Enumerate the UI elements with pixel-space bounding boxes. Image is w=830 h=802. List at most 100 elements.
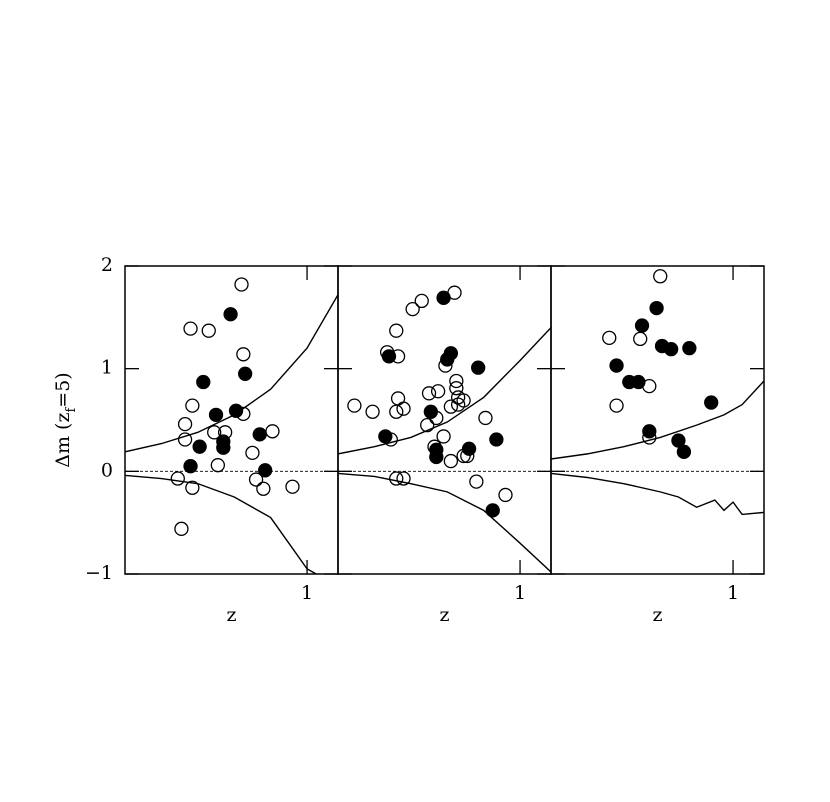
curve [125,294,338,453]
filled-point [238,366,253,381]
filled-point [423,404,438,419]
panel: −1 0 1 2 1 z Δm (zf=5) [52,254,339,626]
plot-frame [337,265,552,575]
open-point [177,416,193,432]
open-point [389,471,404,486]
x-axis-label: z [439,604,449,626]
y-tick-label: −1 [85,562,113,584]
x-tick-label: 1 [514,582,526,604]
open-point [365,404,380,419]
open-point [405,301,420,317]
filled-point [258,463,273,478]
open-point [248,472,264,487]
filled-point [208,407,224,423]
plot-area [551,269,764,516]
curve [551,472,764,516]
curve [125,474,317,574]
filled-point [216,440,231,455]
filled-point [436,290,451,305]
open-point [185,480,200,495]
open-point [420,417,435,433]
open-point [389,404,404,419]
curve [551,380,764,460]
filled-point [192,439,207,454]
open-point [633,331,648,347]
filled-point [378,429,393,444]
open-point [451,390,466,405]
filled-point [183,459,198,474]
y-axis-label-part: =5) [52,372,74,407]
open-point [469,474,484,489]
filled-point [634,318,650,333]
open-point [443,453,459,469]
x-axis-label: z [226,604,236,626]
open-point [430,384,446,399]
open-point [389,323,404,338]
filled-point [471,360,486,375]
curve [338,327,551,455]
open-point [265,424,280,439]
panel: 1z [550,265,765,626]
filled-point [381,349,397,364]
filled-point [631,374,646,390]
filled-point [485,503,500,518]
filled-point [489,432,504,447]
open-point [207,425,222,440]
open-point [449,381,464,396]
y-axis-label-part: Δm (z [52,413,74,468]
open-point [234,277,249,292]
x-tick-label: 1 [301,582,313,604]
open-point [177,432,193,447]
filled-point [676,444,692,459]
open-point [436,429,451,444]
plot-frame [550,265,765,575]
y-axis-label: Δm (zf=5) [52,372,79,467]
open-point [390,391,406,406]
open-point [602,330,617,346]
open-point [347,398,362,413]
filled-point [671,433,686,448]
filled-point [664,342,679,357]
open-point [653,269,668,284]
open-point [236,347,251,362]
open-point [609,398,624,413]
y-tick-label: 0 [101,459,113,481]
y-tick-label: 2 [101,254,113,276]
filled-point [461,441,477,456]
open-point [443,399,459,414]
open-point [449,373,464,389]
filled-point [649,300,664,316]
open-point [285,479,300,494]
y-tick-label: 1 [101,357,113,379]
open-point [256,481,271,496]
x-axis-label: z [652,604,662,626]
filled-point [609,358,624,373]
open-point [396,401,411,416]
x-tick-label: 1 [727,582,739,604]
open-point [421,386,437,401]
filled-point [440,352,455,367]
curve [338,472,551,573]
open-point [245,445,260,461]
filled-point [642,424,657,439]
y-axis-label-part: f [64,407,79,413]
filled-point [223,307,238,322]
filled-point [228,403,244,418]
open-point [170,471,185,486]
filled-point [252,427,267,442]
filled-point [704,395,719,410]
open-point [201,323,216,338]
open-point [183,321,198,336]
filled-point [429,449,444,465]
panel: 1z [337,265,552,626]
open-point [498,487,513,503]
plot-area [125,277,338,574]
open-point [210,458,225,473]
open-point [396,471,411,486]
filled-point [196,374,211,390]
open-point [185,398,200,413]
filled-point [682,340,697,356]
open-point [174,521,189,536]
